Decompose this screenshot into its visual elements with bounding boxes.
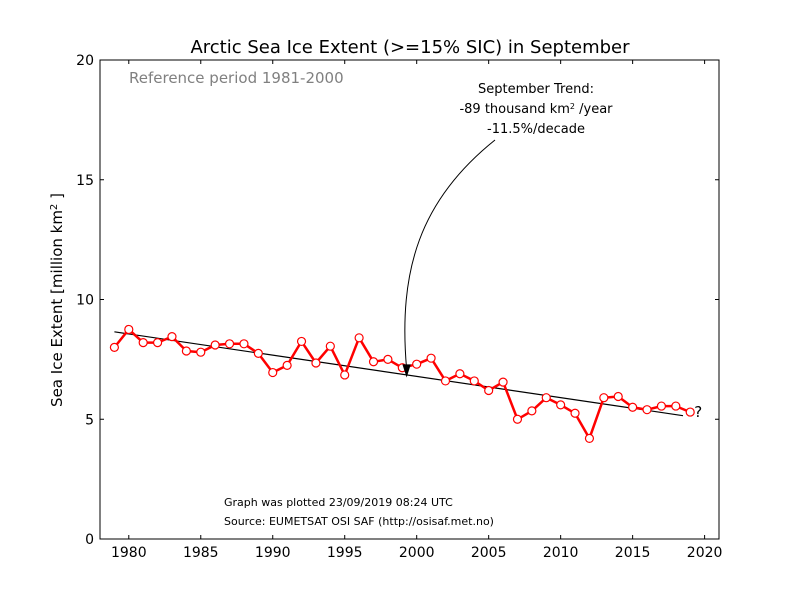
y-tick-label: 5	[85, 412, 94, 428]
data-point	[426, 353, 436, 363]
trend-annotation-line2-pre: -89 thousand km	[459, 102, 569, 117]
trend-annotation-line1: September Trend:	[478, 82, 594, 97]
data-point	[325, 341, 335, 351]
trend-annotation-line3: -11.5%/decade	[487, 122, 585, 137]
data-point	[628, 402, 638, 412]
data-point	[455, 369, 465, 379]
data-point	[239, 339, 249, 349]
trend-line	[114, 331, 684, 417]
data-point	[282, 360, 292, 370]
y-axis-label-main: Sea Ice Extent [million km	[48, 210, 66, 407]
x-tick-label: 2000	[399, 545, 435, 561]
x-tick-label: 1990	[255, 545, 291, 561]
y-tick-label: 0	[85, 532, 94, 548]
data-point	[570, 408, 580, 418]
data-point	[656, 401, 667, 411]
data-point	[599, 393, 609, 403]
data-point	[556, 400, 566, 410]
data-point	[412, 359, 422, 369]
footer-source-text: Source: EUMETSAT OSI SAF (http://osisaf.…	[224, 515, 494, 528]
data-point	[685, 407, 695, 417]
x-tick-label: 2005	[471, 545, 507, 561]
x-tick-label: 2015	[615, 545, 651, 561]
y-tick-label: 20	[76, 53, 94, 69]
data-point	[527, 406, 537, 416]
y-tick-label: 10	[76, 293, 94, 309]
y-axis-label-end: ]	[48, 193, 66, 204]
footer-plotted-text: Graph was plotted 23/09/2019 08:24 UTC	[224, 496, 453, 509]
data-point	[383, 354, 393, 364]
data-point	[296, 336, 307, 347]
data-point	[354, 333, 364, 343]
x-tick-label: 1980	[111, 545, 147, 561]
trend-annotation-line2-post: /year	[575, 102, 613, 117]
data-point	[340, 370, 350, 380]
data-point	[512, 414, 523, 424]
y-axis-label-sup: 2	[49, 204, 60, 210]
data-point	[167, 332, 177, 342]
data-point	[210, 340, 220, 350]
plot-area: 1980 1985 1990 1995 2000 2005 2010 2015 20200510…	[76, 53, 722, 561]
data-point	[469, 376, 479, 386]
data-point	[109, 342, 119, 352]
data-point	[642, 405, 652, 415]
pending-value-mark: ?	[694, 403, 702, 421]
data-point	[613, 391, 623, 402]
data-point	[224, 339, 235, 349]
data-point	[498, 377, 508, 387]
trend-annotation-line2-sup: 2	[570, 102, 575, 111]
trend-annotation-line2: -89 thousand km2 /year	[459, 102, 613, 118]
data-point	[311, 358, 321, 368]
x-tick-label: 1995	[327, 545, 363, 561]
y-axis-label: Sea Ice Extent [million km2 ]	[48, 193, 66, 407]
x-tick-label: 2010	[543, 545, 579, 561]
data-point	[181, 346, 191, 356]
data-point	[152, 338, 163, 348]
data-point	[124, 324, 134, 335]
x-tick-label: 1985	[183, 545, 219, 561]
data-point	[268, 367, 278, 378]
y-tick-label: 15	[76, 173, 94, 189]
reference-period-text: Reference period 1981-2000	[129, 69, 344, 87]
chart-title: Arctic Sea Ice Extent (>=15% SIC) in Sep…	[190, 37, 630, 58]
data-point	[584, 433, 595, 444]
data-point	[138, 338, 148, 348]
data-point	[196, 347, 206, 357]
data-point	[440, 376, 451, 386]
annotation-arrow	[404, 139, 496, 369]
data-point	[541, 393, 551, 403]
data-point	[253, 348, 263, 358]
data-point	[368, 357, 379, 367]
data-point	[484, 385, 494, 396]
x-tick-label: 2020	[687, 545, 723, 561]
annotation-arrowhead	[402, 364, 411, 378]
data-point	[671, 401, 681, 411]
